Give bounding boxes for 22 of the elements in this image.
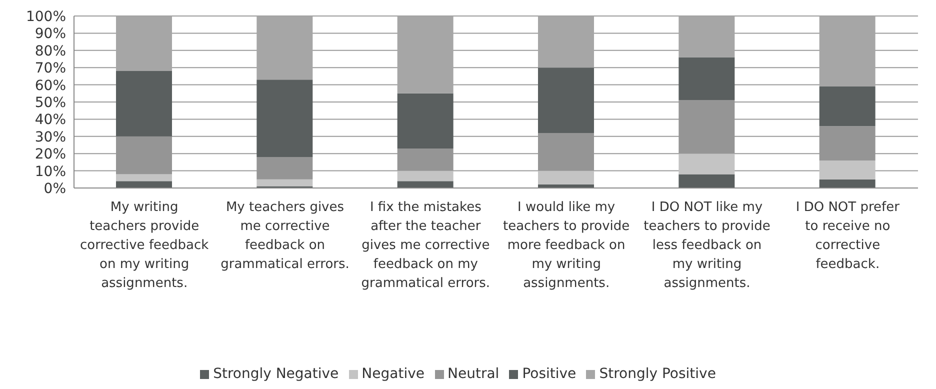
y-tick-label: 70%: [34, 60, 66, 77]
y-tick-label: 30%: [34, 129, 66, 146]
y-tick-label: 80%: [34, 43, 66, 60]
x-tick-label: I fix the mistakes after the teacher gives me corrective feedback on my grammatical errors.: [361, 200, 490, 292]
y-tick-label: 60%: [34, 78, 66, 94]
y-tick-label: 40%: [34, 112, 66, 128]
legend-label: Neutral: [448, 366, 500, 382]
y-tick-label: 20%: [34, 146, 66, 163]
y-tick-label: 100%: [26, 8, 66, 25]
x-tick-label: I DO NOT prefer to receive no corrective feedback.: [796, 200, 900, 272]
legend-label: Strongly Negative: [213, 366, 339, 382]
x-tick-label: I would like my teachers to provide more feedback on my writing assignments.: [502, 200, 630, 292]
x-tick-label: I DO NOT like my teachers to provide less feedback on my writing assignments.: [644, 200, 770, 292]
legend-label: Strongly Positive: [599, 366, 716, 382]
y-tick-label: 10%: [34, 164, 66, 180]
y-tick-label: 90%: [34, 26, 66, 42]
legend-label: Negative: [362, 366, 425, 382]
y-tick-label: 0%: [44, 180, 66, 197]
legend-label: Positive: [522, 366, 576, 382]
x-tick-label: My writing teachers provide corrective feedback on my writing assignments.: [80, 200, 210, 292]
y-tick-label: 50%: [34, 94, 66, 111]
x-tick-label: My teachers gives me corrective feedback on grammatical errors.: [220, 200, 350, 272]
